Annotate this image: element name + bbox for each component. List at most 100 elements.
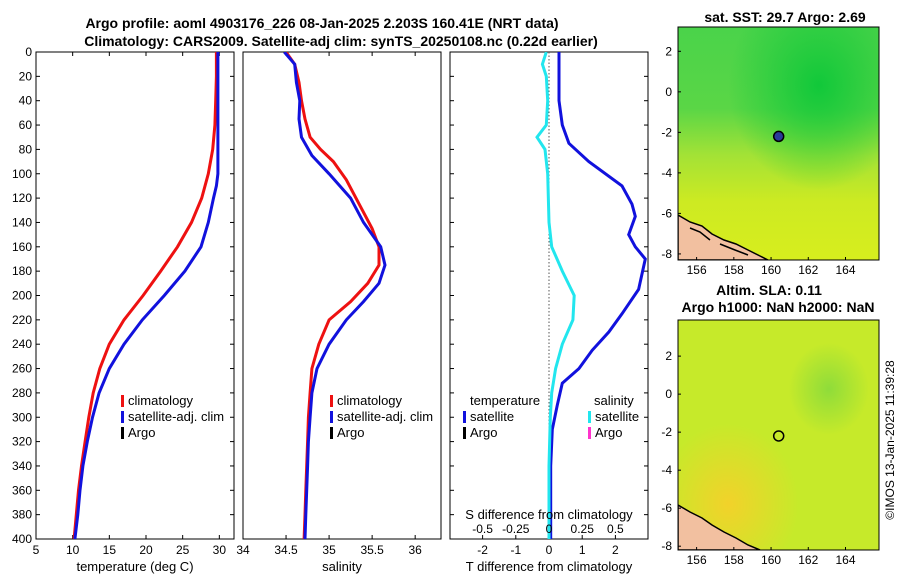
y-tick-label: 240 bbox=[12, 337, 32, 351]
x-tick-label: 34 bbox=[236, 543, 250, 557]
sla-negative-area bbox=[678, 320, 879, 550]
y-tick-label: 40 bbox=[19, 94, 33, 108]
y-tick-label: 280 bbox=[12, 386, 32, 400]
y-tick-label: 0 bbox=[25, 45, 32, 59]
map-y-tick-label: -8 bbox=[661, 247, 672, 261]
x-tick-label: -1 bbox=[510, 543, 521, 557]
legend-temperature-heading: temperature bbox=[470, 393, 540, 408]
x-tick-label: 25 bbox=[176, 543, 190, 557]
x-tick-label: -2 bbox=[477, 543, 488, 557]
legend-temperature-argo-label: Argo bbox=[470, 425, 497, 440]
legend-salinity-satellite-swatch bbox=[588, 411, 591, 423]
x-tick-label: 15 bbox=[103, 543, 117, 557]
salinity-legend: climatology satellite-adj. clim Argo bbox=[330, 393, 433, 440]
legend-climatology-label: climatology bbox=[337, 393, 403, 408]
map-x-tick-label: 160 bbox=[761, 553, 781, 567]
sst-land bbox=[678, 214, 769, 260]
legend-salinity-satellite-label: satellite bbox=[595, 409, 639, 424]
map-y-tick-label: -4 bbox=[661, 463, 672, 477]
sst-map-title: sat. SST: 29.7 Argo: 2.69 bbox=[704, 9, 866, 25]
map-y-tick-label: -4 bbox=[661, 166, 672, 180]
legend-climatology-label: climatology bbox=[128, 393, 194, 408]
s-tick-label: 0 bbox=[546, 522, 553, 536]
y-tick-label: 360 bbox=[12, 483, 32, 497]
x-tick-label: 0 bbox=[546, 543, 553, 557]
legend-argo-swatch bbox=[121, 427, 124, 439]
sst-coastline bbox=[689, 227, 749, 256]
y-tick-label: 180 bbox=[12, 264, 32, 278]
x-tick-label: 35.5 bbox=[360, 543, 384, 557]
temperature-axes bbox=[35, 51, 235, 540]
x-tick-label: 36 bbox=[408, 543, 422, 557]
map-x-tick-label: 162 bbox=[798, 263, 818, 277]
map-y-tick-label: -6 bbox=[661, 501, 672, 515]
temperature-ticks: 0 20 40 60 80 100 120 140 160 180 200 220 240 260 280 3… bbox=[12, 45, 234, 557]
sla-map-title-line1: Altim. SLA: 0.11 bbox=[716, 282, 822, 298]
map-x-tick-label: 164 bbox=[835, 553, 855, 567]
salinity-xlabel: salinity bbox=[322, 559, 362, 574]
legend-argo-label: Argo bbox=[337, 425, 364, 440]
legend-argo-swatch bbox=[330, 427, 333, 439]
salinity-difference-line bbox=[535, 52, 576, 539]
x-tick-label: 5 bbox=[33, 543, 40, 557]
difference-legend-temperature: temperature satellite Argo bbox=[463, 393, 540, 440]
y-tick-label: 60 bbox=[19, 118, 33, 132]
map-y-tick-label: -6 bbox=[661, 206, 672, 220]
y-tick-label: 220 bbox=[12, 313, 32, 327]
map-y-tick-label: -2 bbox=[661, 125, 672, 139]
legend-salinity-argo-swatch bbox=[588, 427, 591, 439]
y-tick-label: 20 bbox=[19, 69, 33, 83]
x-tick-label: 35 bbox=[322, 543, 336, 557]
temperature-panel: 0 20 40 60 80 100 120 140 160 180 200 220 240 260 280 3… bbox=[12, 45, 235, 574]
y-tick-label: 340 bbox=[12, 459, 32, 473]
legend-temperature-argo-swatch bbox=[463, 427, 466, 439]
y-tick-label: 320 bbox=[12, 435, 32, 449]
salinity-axes bbox=[242, 51, 442, 540]
s-tick-label: -0.25 bbox=[502, 522, 530, 536]
y-tick-label: 80 bbox=[19, 142, 33, 156]
legend-satellite-label: satellite-adj. clim bbox=[128, 409, 224, 424]
figure-title-line2: Climatology: CARS2009. Satellite-adj cli… bbox=[84, 33, 598, 49]
map-x-tick-label: 158 bbox=[724, 263, 744, 277]
difference-panel: -2 -1 0 1 2 temperature satellite Argo salin… bbox=[449, 51, 649, 574]
y-tick-label: 120 bbox=[12, 191, 32, 205]
difference-legend-salinity: salinity satellite Argo bbox=[588, 393, 639, 440]
map-y-tick-label: 2 bbox=[665, 349, 672, 363]
map-x-tick-label: 158 bbox=[724, 553, 744, 567]
temperature-difference-line bbox=[549, 52, 647, 539]
map-x-tick-label: 156 bbox=[687, 553, 707, 567]
temperature-climatology-line bbox=[72, 52, 218, 539]
figure-title-line1: Argo profile: aoml 4903176_226 08-Jan-20… bbox=[85, 15, 558, 31]
y-tick-label: 200 bbox=[12, 289, 32, 303]
map-y-tick-label: -2 bbox=[661, 425, 672, 439]
x-tick-label: 2 bbox=[612, 543, 619, 557]
s-tick-label: 0.5 bbox=[607, 522, 624, 536]
sst-map-frame bbox=[677, 26, 880, 261]
temperature-xlabel: temperature (deg C) bbox=[76, 559, 193, 574]
map-x-tick-label: 156 bbox=[687, 263, 707, 277]
map-y-tick-label: -8 bbox=[661, 539, 672, 553]
map-x-tick-label: 160 bbox=[761, 263, 781, 277]
sla-profile-marker bbox=[772, 430, 785, 442]
legend-temperature-satellite-label: satellite bbox=[470, 409, 514, 424]
map-y-tick-label: 0 bbox=[665, 387, 672, 401]
sla-map-ticks: 156 158 160 162 164 2 0 -2 -4 -6 -8 bbox=[661, 349, 856, 567]
x-tick-label: 1 bbox=[579, 543, 586, 557]
salinity-satellite-line bbox=[283, 52, 387, 539]
x-tick-label: 10 bbox=[66, 543, 80, 557]
map-x-tick-label: 162 bbox=[798, 553, 818, 567]
sst-warm-pool bbox=[678, 27, 879, 260]
y-tick-label: 260 bbox=[12, 362, 32, 376]
x-tick-label: 34.5 bbox=[274, 543, 298, 557]
legend-satellite-label: satellite-adj. clim bbox=[337, 409, 433, 424]
map-y-tick-label: 2 bbox=[665, 44, 672, 58]
sla-map: 156 158 160 162 164 2 0 -2 -4 -6 -8 bbox=[661, 319, 880, 567]
sla-map-title-line2: Argo h1000: NaN h2000: NaN bbox=[682, 299, 875, 315]
temperature-satellite-line bbox=[73, 52, 220, 539]
legend-argo-label: Argo bbox=[128, 425, 155, 440]
legend-satellite-swatch bbox=[121, 411, 124, 423]
y-tick-label: 100 bbox=[12, 167, 32, 181]
s-difference-ticks: -0.5 -0.25 0 0.25 0.5 bbox=[472, 522, 624, 536]
y-tick-label: 380 bbox=[12, 508, 32, 522]
map-y-tick-label: 0 bbox=[665, 85, 672, 99]
